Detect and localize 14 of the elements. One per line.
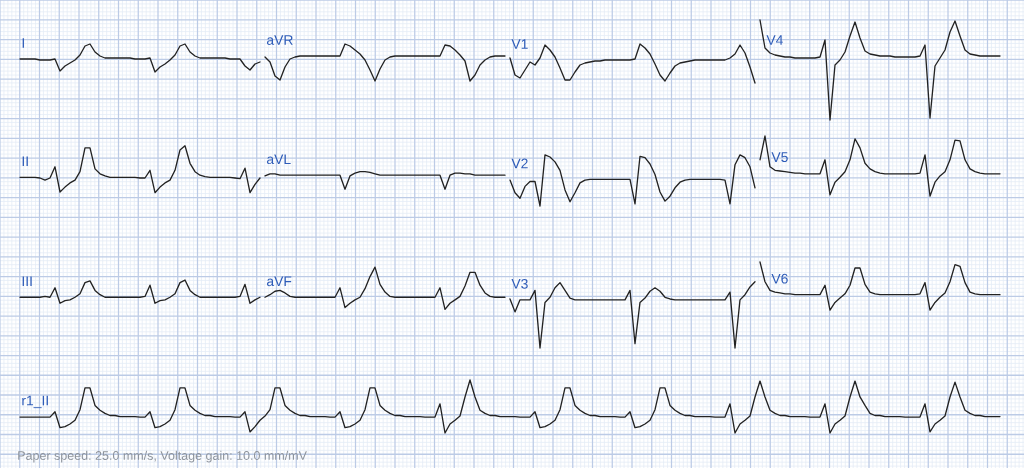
series-label: aVL [266, 154, 291, 165]
series-label: V3 [511, 278, 528, 289]
series-label: aVR [266, 35, 293, 45]
series-label: V1 [511, 39, 528, 49]
text: Paper speed: 25.0 mm/s, Voltage gain: 10.0 mm/mV [18, 450, 307, 463]
series-label: V4 [766, 35, 783, 45]
series-label: V5 [771, 152, 788, 163]
series-label: V2 [511, 158, 528, 169]
series-label: II [22, 156, 28, 167]
series-label: r1_II [22, 395, 48, 409]
series-label: aVF [266, 276, 292, 287]
series-label: I [22, 38, 24, 48]
series-label: III [22, 276, 32, 287]
series-label: V6 [771, 273, 788, 284]
